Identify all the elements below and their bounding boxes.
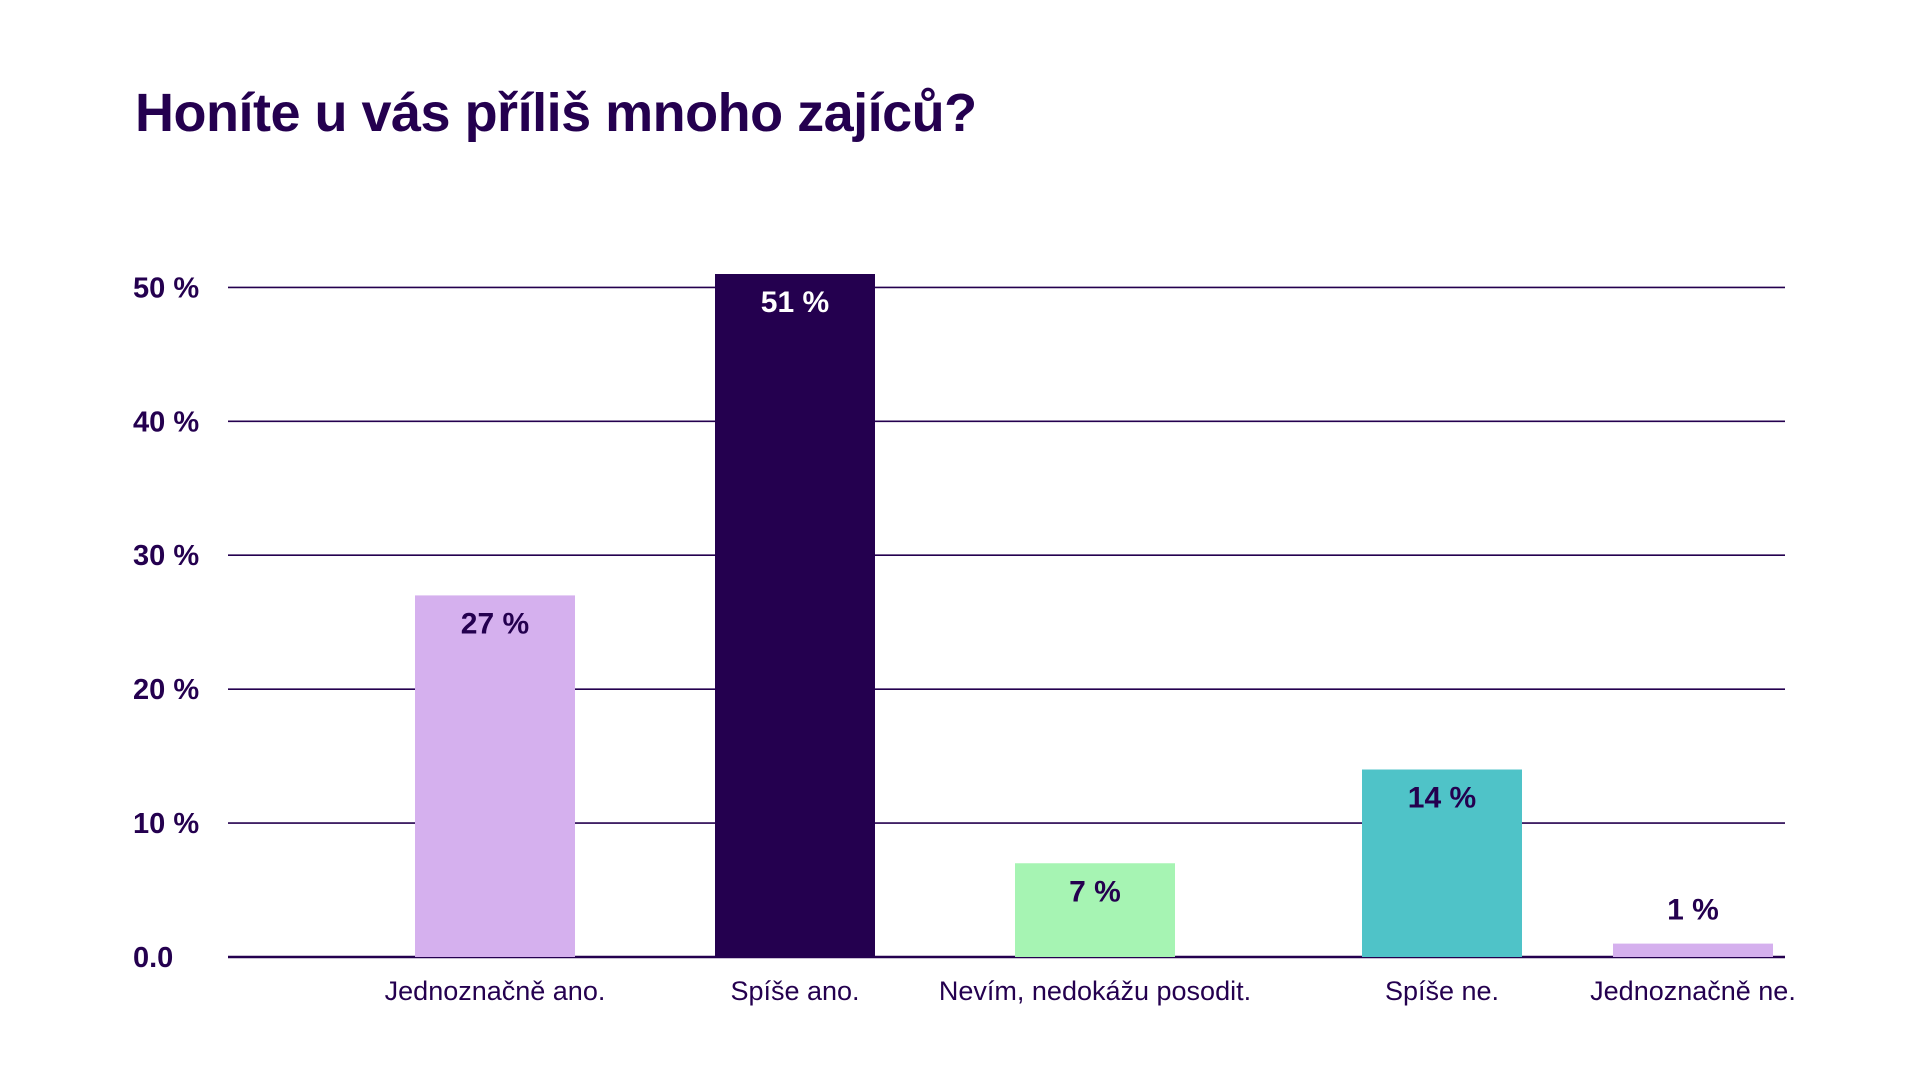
bar (415, 595, 575, 957)
category-label: Nevím, nedokážu posodit. (939, 976, 1251, 1006)
y-tick-label: 30 % (133, 540, 199, 572)
y-tick-label: 40 % (133, 406, 199, 438)
chart-title: Honíte u vás příliš mnoho zajíců? (135, 83, 977, 143)
bar (1613, 943, 1773, 957)
bar-value-label: 1 % (1667, 894, 1719, 927)
category-label: Jednoznačně ano. (385, 976, 606, 1006)
bar-value-label: 27 % (461, 607, 529, 640)
y-axis-ticks: 0.0 10 % 20 % 30 % 40 % 50 % (133, 272, 199, 974)
y-tick-label: 50 % (133, 272, 199, 304)
bar (1362, 769, 1522, 957)
value-labels: 27 % 51 % 7 % 14 % 1 % (461, 286, 1719, 927)
y-tick-label: 0.0 (133, 942, 173, 974)
bar-value-label: 51 % (761, 286, 829, 319)
category-label: Spíše ano. (730, 976, 859, 1006)
bar-value-label: 7 % (1069, 875, 1121, 908)
category-label: Spíše ne. (1385, 976, 1499, 1006)
y-tick-label: 10 % (133, 808, 199, 840)
category-label: Jednoznačně ne. (1590, 976, 1796, 1006)
bar-value-label: 14 % (1408, 782, 1476, 815)
y-tick-label: 20 % (133, 674, 199, 706)
bars (415, 274, 1773, 957)
bar (1015, 863, 1175, 957)
x-axis-categories: Jednoznačně ano. Spíše ano. Nevím, nedokáž… (385, 976, 1796, 1006)
bar (715, 274, 875, 957)
